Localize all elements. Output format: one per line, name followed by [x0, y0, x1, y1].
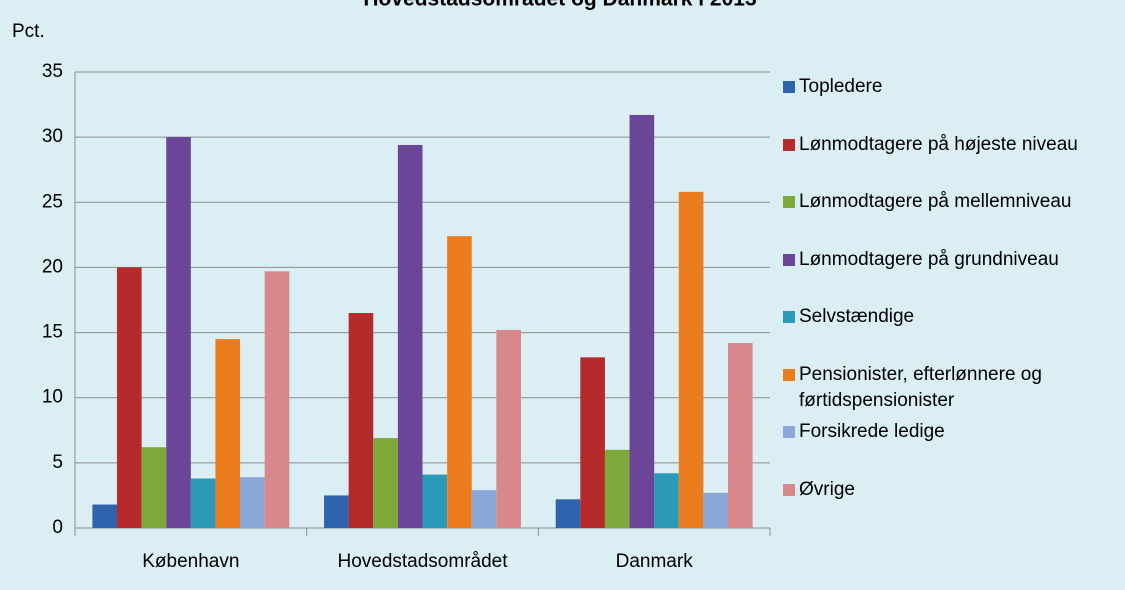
- bar: [604, 449, 630, 528]
- legend-item: Pensionister, efterlønnere og førtidspen…: [783, 362, 1113, 414]
- legend-label: Lønmodtagere på grundniveau: [799, 248, 1059, 270]
- bar: [348, 313, 374, 528]
- legend-item: Lønmodtagere på mellemniveau: [783, 189, 1113, 215]
- bar: [190, 478, 216, 528]
- legend-label: Topledere: [799, 76, 883, 97]
- bar: [678, 191, 704, 528]
- legend-label: Øvrige: [799, 478, 855, 500]
- x-tick-label: København: [142, 551, 239, 572]
- legend-swatch: [783, 253, 795, 266]
- bar: [166, 137, 191, 528]
- x-tick-label: Hovedstadsområdet: [337, 551, 508, 572]
- y-tick-label: 30: [42, 126, 63, 147]
- y-tick-label: 25: [42, 191, 63, 212]
- bar: [264, 271, 290, 528]
- bar: [373, 438, 398, 528]
- legend-label: Forsikrede ledige: [799, 421, 945, 442]
- bar: [116, 267, 142, 528]
- legend-swatch: [783, 196, 795, 208]
- legend-label: Lønmodtagere på mellemniveau: [799, 191, 1072, 212]
- legend-item: Topledere: [783, 74, 1113, 100]
- y-tick-label: 10: [42, 387, 63, 408]
- legend-item: Øvrige: [783, 477, 1113, 503]
- bar: [629, 114, 655, 528]
- legend-swatch: [783, 138, 795, 151]
- bar: [728, 342, 753, 528]
- bar: [324, 495, 349, 528]
- legend-swatch: [783, 426, 795, 438]
- bar: [580, 357, 605, 528]
- y-tick-label: 20: [42, 256, 63, 277]
- legend-item: Selvstændige: [783, 304, 1113, 330]
- legend-swatch: [783, 81, 795, 93]
- bar: [215, 339, 241, 528]
- y-tick-label: 35: [42, 61, 63, 82]
- chart-title: Hovedstadsområdet og Danmark i 2013: [363, 0, 756, 11]
- bar: [703, 492, 729, 528]
- y-tick-label: 15: [42, 322, 63, 343]
- legend-label: Selvstændige: [799, 306, 915, 327]
- y-axis-label: Pct.: [12, 21, 45, 42]
- legend-item: Lønmodtagere på grundniveau: [783, 247, 1113, 273]
- bar: [141, 447, 167, 528]
- bar: [447, 236, 472, 528]
- legend-item: Forsikrede ledige: [783, 419, 1113, 445]
- legend-label: Lønmodtagere på højeste niveau: [799, 133, 1078, 155]
- bar: [555, 499, 581, 528]
- legend-swatch: [783, 483, 795, 496]
- bar: [240, 477, 265, 528]
- y-tick-label: 5: [52, 452, 63, 473]
- bar: [92, 504, 117, 528]
- bar: [496, 329, 521, 528]
- bar: [654, 473, 679, 528]
- legend-item: Lønmodtagere på højeste niveau: [783, 132, 1113, 158]
- bar: [422, 474, 448, 528]
- legend-swatch: [783, 311, 795, 323]
- bar: [471, 490, 497, 528]
- bar: [397, 144, 423, 528]
- x-tick-label: Danmark: [616, 551, 694, 572]
- legend-label: Pensionister, efterlønnere og førtidspen…: [799, 363, 1042, 411]
- legend-swatch: [783, 368, 795, 381]
- y-tick-label: 0: [52, 517, 63, 538]
